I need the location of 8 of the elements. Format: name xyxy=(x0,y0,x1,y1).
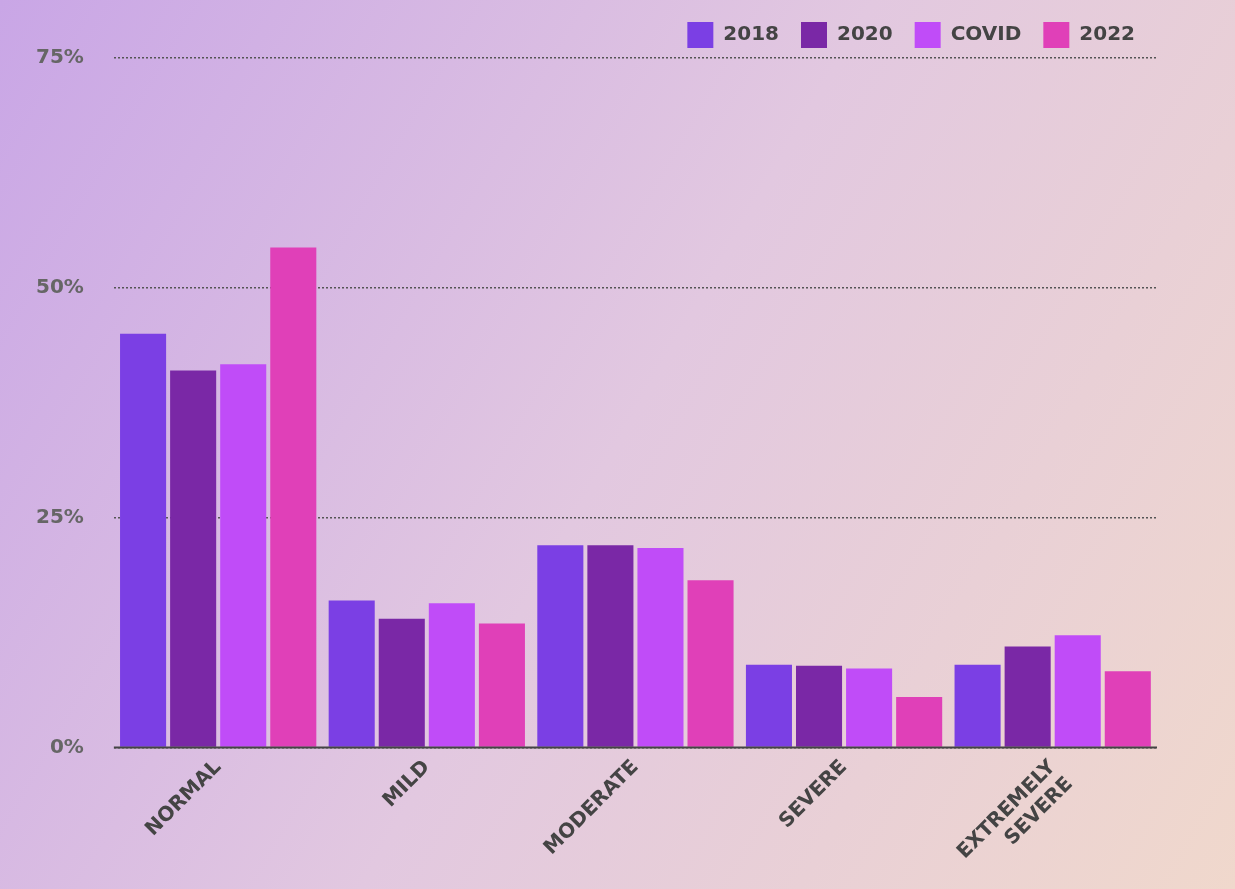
legend-label: 2020 xyxy=(837,21,893,46)
y-tick-label: 25% xyxy=(36,503,84,528)
y-tick-label: 0% xyxy=(49,733,84,758)
legend-label: 2022 xyxy=(1079,21,1136,46)
y-tick-label: 50% xyxy=(36,274,84,299)
legend-label: COVID xyxy=(950,21,1022,46)
y-tick-label: 75% xyxy=(36,44,84,69)
legend-label: 2018 xyxy=(723,21,780,46)
